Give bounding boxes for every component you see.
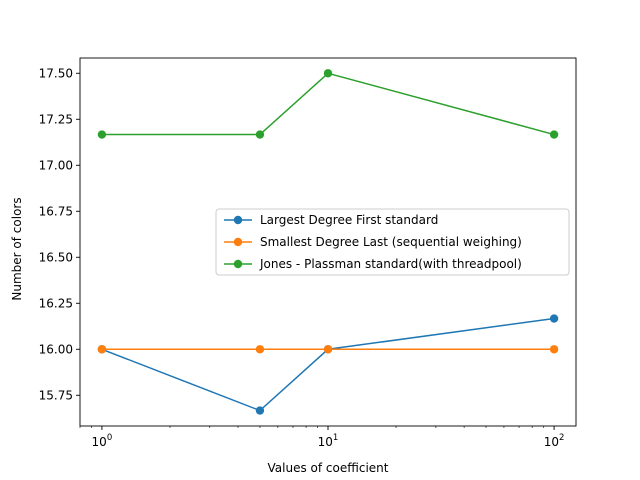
plot-area — [97, 69, 559, 415]
axes: 15.75 16.00 16.25 16.50 16.75 17.00 17.25 17.50… — [39, 57, 577, 449]
data-point — [255, 406, 265, 415]
legend-entry: Jones - Plassman standard(with threadpoo… — [224, 257, 522, 271]
legend-marker — [233, 237, 243, 247]
legend-box — [215, 208, 570, 276]
series-2 — [97, 69, 559, 139]
y-tick-label: 17.50 — [39, 66, 73, 80]
legend-entry: Largest Degree First standard — [224, 213, 438, 227]
data-point — [323, 345, 333, 354]
legend: Largest Degree First standard Smallest De… — [215, 208, 570, 276]
y-tick-label: 16.00 — [39, 342, 73, 356]
x-tick-label: 101 — [318, 433, 339, 449]
legend-label: Smallest Degree Last (sequential weighin… — [260, 235, 522, 249]
y-tick-label: 16.75 — [39, 204, 73, 218]
series-line — [101, 72, 555, 136]
legend-label: Largest Degree First standard — [260, 213, 438, 227]
y-tick-label: 15.75 — [39, 388, 73, 402]
data-point — [97, 345, 107, 354]
x-tick-label: 100 — [92, 433, 113, 449]
legend-marker — [233, 215, 243, 225]
data-point — [549, 345, 559, 354]
data-point — [255, 130, 265, 139]
data-point — [97, 130, 107, 139]
y-tick-label: 17.00 — [39, 158, 73, 172]
data-point — [549, 314, 559, 323]
legend-marker — [233, 259, 243, 269]
y-tick-label: 17.25 — [39, 112, 73, 126]
series-1 — [97, 345, 559, 354]
data-point — [255, 345, 265, 354]
legend-label: Jones - Plassman standard(with threadpoo… — [259, 257, 522, 271]
data-point — [323, 69, 333, 78]
legend-entry: Smallest Degree Last (sequential weighin… — [224, 235, 522, 249]
series-line — [101, 317, 555, 412]
data-point — [549, 130, 559, 139]
y-tick-label: 16.25 — [39, 296, 73, 310]
x-axis-title: Values of coefficient — [268, 461, 389, 475]
y-tick-label: 16.50 — [39, 250, 73, 264]
x-tick-label: 102 — [544, 433, 565, 449]
y-axis-title: Number of colors — [10, 197, 24, 300]
